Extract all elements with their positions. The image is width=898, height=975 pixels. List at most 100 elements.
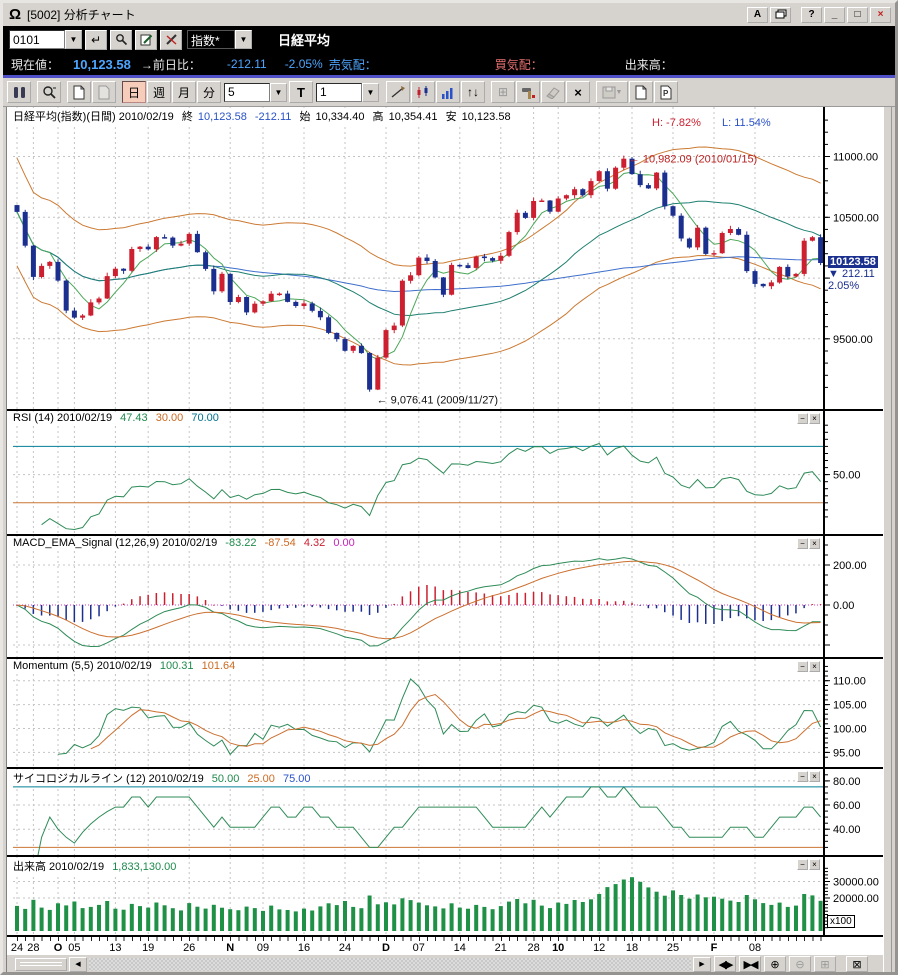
macd-header: MACD_EMA_Signal (12,26,9) 2010/02/19 -83… (10, 537, 363, 549)
sort-updown-button[interactable]: ↑↓ (461, 81, 485, 103)
x-tick-label: 18 (625, 942, 639, 954)
compare-button[interactable] (7, 81, 31, 103)
high-low-percent: H: -7.82% L: 11.54% (652, 117, 789, 129)
panel-close-button[interactable]: × (809, 538, 820, 549)
psychological-panel[interactable]: 80.00 60.00 40.00 サイコロジカルライン (12) 2010/02/… (7, 767, 890, 855)
index-type-combobox[interactable]: 指数* ▼ (187, 30, 252, 49)
text-tool-button[interactable]: T (289, 81, 313, 103)
close-button[interactable]: × (870, 6, 891, 23)
psychological-header: サイコロジカルライン (12) 2010/02/19 50.00 25.00 7… (10, 770, 319, 786)
svg-text:0.00: 0.00 (833, 600, 854, 612)
candlestick-type-button[interactable] (411, 81, 435, 103)
timeframe-month-button[interactable]: 月 (172, 81, 196, 103)
rsi-header: RSI (14) 2010/02/19 47.43 30.00 70.00 (10, 412, 227, 424)
tools-button[interactable] (516, 81, 540, 103)
main-chart-canvas: ← 10,982.09 (2010/01/15) ← 9,076.41 (2009… (13, 107, 879, 409)
svg-text:40.00: 40.00 (833, 824, 861, 836)
timeframe-minute-button[interactable]: 分 (197, 81, 221, 103)
bid-label: 買気配： (494, 57, 543, 72)
paste-chart-button[interactable] (92, 81, 116, 103)
horizontal-scrollbar[interactable]: ◀ ▶ ◀▶ ▶◀ ⊕ ⊖ ⊞ ⊠ (7, 955, 890, 972)
candlestick-icon (417, 85, 428, 98)
zoom-in-button[interactable]: ⊕ (764, 956, 786, 972)
compare-icon (13, 86, 25, 98)
status-bar: 現在値： 10,123.58 →前日比： -212.11 -2.05% 売気配：… (3, 53, 895, 75)
code-combobox[interactable]: ▼ (9, 30, 82, 49)
x-tick-label: 21 (494, 942, 507, 954)
enter-button[interactable]: ↵ (85, 29, 107, 50)
volume-panel[interactable]: 30000.00 20000.00 出来高 2010/02/19 1,833,13… (7, 855, 890, 935)
rsi-canvas: 50.00 (13, 411, 861, 534)
panel-minimize-button[interactable]: − (797, 771, 808, 782)
delete-button[interactable]: × (566, 81, 590, 103)
scrollbar-track[interactable] (89, 957, 691, 971)
hammer-icon (522, 87, 535, 99)
panel-layout-close-button[interactable]: ⊠ (846, 956, 868, 972)
panel-close-button[interactable]: × (809, 661, 820, 672)
grid-toggle-button[interactable]: ⊞ (814, 956, 836, 972)
period-dropdown-button[interactable]: ▼ (270, 82, 287, 102)
font-button[interactable]: A (747, 6, 768, 23)
maximize-button[interactable]: □ (847, 6, 868, 23)
panel-minimize-button[interactable]: − (797, 413, 808, 424)
momentum-canvas: 110.00 105.00 100.00 95.00 (13, 659, 867, 767)
panel-close-button[interactable]: × (809, 771, 820, 782)
x-tick-label: 26 (183, 942, 196, 954)
panel-minimize-button[interactable]: − (797, 859, 808, 870)
scroll-right-button[interactable]: ▶ (693, 956, 711, 972)
macd-panel[interactable]: 200.00 0.00 MACD_EMA_Signal (12,26,9) 201… (7, 534, 890, 657)
multi-window-button[interactable] (770, 6, 791, 23)
x-tick-label: 24 (10, 942, 24, 954)
interval-combobox[interactable]: 1 ▼ (316, 82, 379, 102)
zoom-range-icon (42, 85, 56, 99)
search-button[interactable] (110, 29, 132, 50)
panel-close-button[interactable]: × (809, 413, 820, 424)
minimize-button[interactable]: _ (824, 6, 845, 23)
title-bar[interactable]: Ω [5002] 分析チャート A ? _ □ × (3, 3, 895, 26)
clear-draw-button[interactable] (160, 29, 182, 50)
x-tick-label: F (710, 942, 718, 954)
scroll-left-button[interactable]: ◀ (69, 956, 87, 972)
help-button[interactable]: ? (801, 6, 822, 23)
x-tick-label: N (226, 942, 235, 954)
period-combobox[interactable]: 5 ▼ (224, 82, 287, 102)
svg-text:60.00: 60.00 (833, 800, 861, 812)
panel-close-button[interactable]: × (809, 859, 820, 870)
timeframe-day-button[interactable]: 日 (122, 81, 146, 103)
trendline-button[interactable] (386, 81, 410, 103)
x-tick-label: 24 (338, 942, 352, 954)
panel-minimize-button[interactable]: − (797, 538, 808, 549)
zoom-range-button[interactable] (37, 81, 61, 103)
expand-bars-button[interactable]: ◀▶ (714, 956, 736, 972)
shrink-bars-button[interactable]: ▶◀ (739, 956, 761, 972)
bar-chart-type-button[interactable] (436, 81, 460, 103)
x-tick-label: 28 (27, 942, 40, 954)
panel-minimize-button[interactable]: − (797, 661, 808, 672)
scrollbar-thumb[interactable] (15, 957, 67, 971)
eraser-button[interactable] (541, 81, 565, 103)
code-input[interactable] (9, 30, 65, 49)
copy-chart-button[interactable] (67, 81, 91, 103)
timeframe-week-button[interactable]: 週 (147, 81, 171, 103)
code-dropdown-button[interactable]: ▼ (65, 30, 82, 49)
current-price-marker: 10123.58 ▼ 212.11 2.05% (828, 256, 888, 292)
zoom-out-button[interactable]: ⊖ (789, 956, 811, 972)
search-icon (115, 34, 127, 46)
main-price-panel[interactable]: ← 10,982.09 (2010/01/15) ← 9,076.41 (2009… (7, 107, 890, 409)
page-plus-icon (73, 85, 85, 99)
index-type-dropdown-button[interactable]: ▼ (235, 30, 252, 49)
volume-multiplier: x100 (827, 915, 855, 928)
report-button[interactable] (629, 81, 653, 103)
grid-button[interactable]: ⊞ (491, 81, 515, 103)
interval-dropdown-button[interactable]: ▼ (362, 82, 379, 102)
save-button[interactable]: ▼ (596, 81, 628, 103)
page-gray-icon (98, 85, 110, 99)
macd-canvas: 200.00 0.00 (13, 536, 867, 657)
momentum-panel[interactable]: 110.00 105.00 100.00 95.00 Momentum (5,5) 2… (7, 657, 890, 767)
rsi-panel[interactable]: 50.00 RSI (14) 2010/02/19 47.43 30.00 70… (7, 409, 890, 534)
edit-button[interactable] (135, 29, 157, 50)
svg-text:105.00: 105.00 (833, 700, 867, 712)
print-page-button[interactable]: P (654, 81, 678, 103)
price-pct: 2.05% (828, 280, 860, 293)
current-price-value: 10,123.58 (73, 56, 131, 72)
